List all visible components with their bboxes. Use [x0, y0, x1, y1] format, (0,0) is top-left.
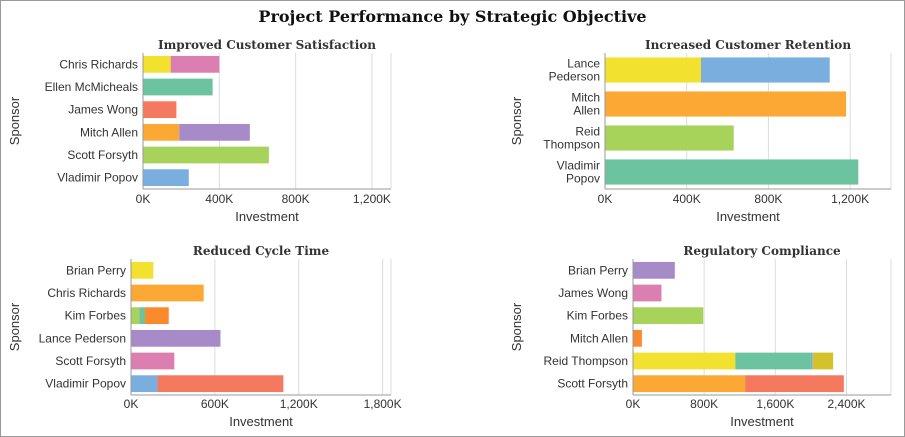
- bar-segment: [143, 146, 269, 164]
- y-category-label: Chris Richards: [47, 286, 126, 300]
- y-axis-title: Sponsor: [7, 96, 22, 145]
- bar-segment: [633, 352, 736, 370]
- y-category-label: Lance Pederson: [549, 57, 601, 84]
- bar-segment: [143, 169, 189, 187]
- y-category-label: Chris Richards: [59, 57, 138, 71]
- y-category-label: Ellen McMicheals: [45, 80, 138, 94]
- y-axis-title: Sponsor: [509, 302, 524, 351]
- x-tick-label: 1,200K: [831, 192, 869, 206]
- y-category-label: Scott Forsyth: [55, 354, 126, 368]
- y-axis-title: Sponsor: [509, 96, 524, 145]
- bar-segment: [131, 352, 175, 370]
- bar-segment: [605, 125, 734, 151]
- bar-segment: [131, 284, 204, 302]
- y-category-label: Lance Pederson: [39, 331, 126, 345]
- y-category-label: Vladimir Popov: [557, 159, 600, 186]
- x-tick-label: 800K: [754, 192, 782, 206]
- bar-segment: [157, 375, 284, 393]
- y-axis-title: Sponsor: [7, 302, 22, 351]
- x-axis-title: Investment: [716, 209, 780, 224]
- panel-title: Improved Customer Satisfaction: [158, 38, 376, 52]
- x-tick-label: 400K: [205, 192, 233, 206]
- panel-title: Reduced Cycle Time: [193, 244, 330, 258]
- x-tick-label: 1,200K: [280, 397, 318, 411]
- bar-segment: [810, 352, 813, 370]
- bar-segment: [605, 91, 847, 117]
- bar-segment: [735, 352, 811, 370]
- bar-segment: [633, 307, 704, 325]
- x-tick-label: 0K: [598, 192, 613, 206]
- y-category-label: Reid Thompson: [543, 125, 600, 152]
- x-tick-label: 0K: [124, 397, 139, 411]
- y-category-label: Kim Forbes: [567, 309, 628, 323]
- x-tick-label: 400K: [673, 192, 701, 206]
- chart-increased-customer-retention: Increased Customer Retention 0K 400K 800K 1,…: [509, 38, 892, 224]
- bar-segment: [143, 55, 171, 73]
- bar-segment: [633, 329, 642, 347]
- chart-regulatory-compliance: Regulatory Compliance 0K 800K 1,600K 2,400K B…: [509, 244, 892, 429]
- bar-segment: [745, 375, 844, 393]
- bar-segment: [131, 307, 140, 325]
- bar-segment: [812, 352, 834, 370]
- y-category-label: Brian Perry: [568, 263, 628, 277]
- chart-improved-customer-satisfaction: Improved Customer Satisfaction 0K 400K 800K…: [7, 38, 392, 224]
- bar-segment: [131, 375, 158, 393]
- x-tick-label: 2,400K: [827, 397, 865, 411]
- y-category-label: Brian Perry: [66, 263, 126, 277]
- y-category-label: Scott Forsyth: [67, 148, 138, 162]
- y-category-label: Vladimir Popov: [57, 171, 138, 185]
- bar-segment: [131, 261, 154, 279]
- panel-title: Regulatory Compliance: [683, 244, 841, 258]
- y-category-label: Reid Thompson: [544, 354, 629, 368]
- bar-segment: [144, 307, 169, 325]
- x-tick-label: 800K: [690, 397, 718, 411]
- dashboard-title: Project Performance by Strategic Objecti…: [258, 7, 647, 26]
- x-tick-label: 600K: [201, 397, 229, 411]
- y-category-label: Mitch Allen: [571, 91, 600, 118]
- bar-segment: [143, 101, 177, 119]
- y-category-label: Vladimir Popov: [45, 377, 126, 391]
- y-category-label: Scott Forsyth: [557, 377, 628, 391]
- bar-segment: [143, 78, 213, 96]
- x-tick-label: 1,800K: [364, 397, 402, 411]
- bar-segment: [131, 329, 221, 347]
- x-axis-title: Investment: [730, 414, 794, 429]
- x-tick-label: 0K: [136, 192, 151, 206]
- bar-segment: [633, 284, 662, 302]
- y-category-label: Kim Forbes: [65, 309, 126, 323]
- bar-segment: [139, 307, 145, 325]
- bar-segment: [633, 375, 746, 393]
- x-tick-label: 0K: [626, 397, 641, 411]
- x-axis-title: Investment: [235, 209, 299, 224]
- chart-reduced-cycle-time: Reduced Cycle Time 0K 600K 1,200K 1,800K Bria…: [7, 244, 402, 429]
- bar-segment: [170, 55, 220, 73]
- bar-segment: [143, 123, 180, 141]
- bar-segment: [605, 57, 702, 83]
- y-category-label: Mitch Allen: [570, 331, 628, 345]
- x-tick-label: 800K: [282, 192, 310, 206]
- x-tick-label: 1,200K: [353, 192, 391, 206]
- y-category-label: James Wong: [558, 286, 628, 300]
- bar-segment: [179, 123, 250, 141]
- bar-segment: [633, 261, 675, 279]
- panel-title: Increased Customer Retention: [645, 38, 851, 52]
- y-category-label: Mitch Allen: [80, 125, 138, 139]
- y-category-label: James Wong: [68, 103, 138, 117]
- bar-segment: [701, 57, 830, 83]
- x-tick-label: 1,600K: [756, 397, 794, 411]
- x-axis-title: Investment: [229, 414, 293, 429]
- bar-segment: [605, 159, 859, 185]
